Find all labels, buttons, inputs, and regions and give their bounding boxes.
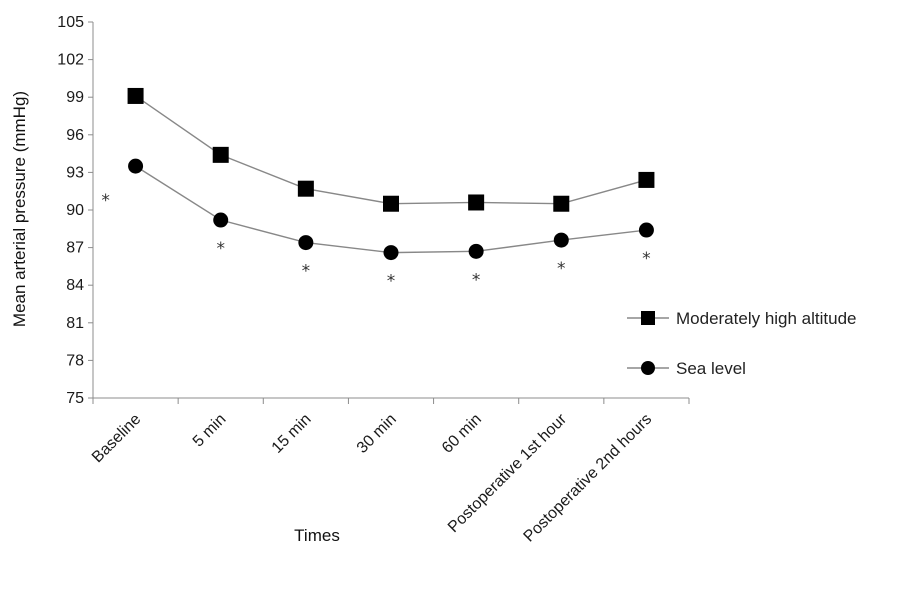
x-tick-label: 60 min: [439, 411, 485, 457]
y-tick-label: 90: [66, 202, 84, 219]
y-tick-label: 105: [57, 14, 84, 31]
significance-asterisk: *: [101, 191, 110, 211]
y-tick-label: 93: [66, 164, 84, 181]
data-point-circle: [638, 222, 654, 238]
y-tick-label: 99: [66, 89, 84, 106]
x-tick-label: 15 min: [269, 411, 315, 457]
data-point-square: [127, 87, 144, 104]
y-tick-label: 102: [57, 52, 84, 69]
data-point-square: [212, 146, 229, 163]
legend-marker-circle: [641, 361, 655, 375]
x-tick-label: 5 min: [190, 411, 230, 451]
y-tick-label: 81: [66, 315, 84, 332]
series-moderately-high-altitude: [127, 87, 655, 212]
data-point-square: [383, 195, 399, 212]
significance-asterisk: *: [387, 272, 396, 292]
y-tick-label: 75: [66, 390, 84, 407]
data-point-circle: [128, 158, 144, 174]
significance-asterisk: *: [216, 239, 225, 259]
y-tick-label: 96: [66, 127, 84, 144]
series-layer: [127, 87, 655, 261]
legend-item: Sea level: [627, 359, 746, 378]
significance-annotations: * * * * * * *: [101, 191, 650, 291]
significance-asterisk: *: [557, 259, 566, 279]
data-point-square: [638, 171, 655, 188]
x-tick-label: 30 min: [354, 411, 400, 457]
significance-asterisk: *: [302, 262, 311, 282]
x-axis-title: Times: [294, 526, 340, 545]
legend-label: Sea level: [676, 359, 746, 378]
series-sea-level: [128, 158, 654, 261]
data-point-circle: [383, 245, 399, 261]
y-tick-label: 78: [66, 352, 84, 369]
legend-label: Moderately high altitude: [676, 309, 857, 328]
x-tick-label: Baseline: [89, 411, 144, 466]
data-point-square: [468, 194, 485, 211]
data-point-square: [297, 180, 314, 197]
y-axis-ticks: 75 78 81 84 87 90 93 96 99 102 105: [57, 14, 93, 407]
data-point-circle: [213, 212, 229, 228]
series-line: [135, 95, 647, 205]
y-axis-title: Mean arterial pressure (mmHg): [10, 91, 29, 327]
x-axis-ticks: Baseline 5 min 15 min 30 min 60 minPostopera…: [89, 398, 690, 545]
legend: Moderately high altitude Sea level: [627, 309, 857, 378]
significance-asterisk: *: [642, 249, 651, 269]
data-point-circle: [298, 235, 314, 251]
y-tick-label: 84: [66, 277, 84, 294]
data-point-circle: [553, 232, 569, 248]
data-point-square: [553, 195, 570, 212]
data-point-circle: [468, 243, 484, 259]
y-tick-label: 87: [66, 240, 84, 257]
legend-item: Moderately high altitude: [627, 309, 857, 328]
significance-asterisk: *: [472, 270, 481, 290]
legend-marker-square: [641, 311, 655, 325]
